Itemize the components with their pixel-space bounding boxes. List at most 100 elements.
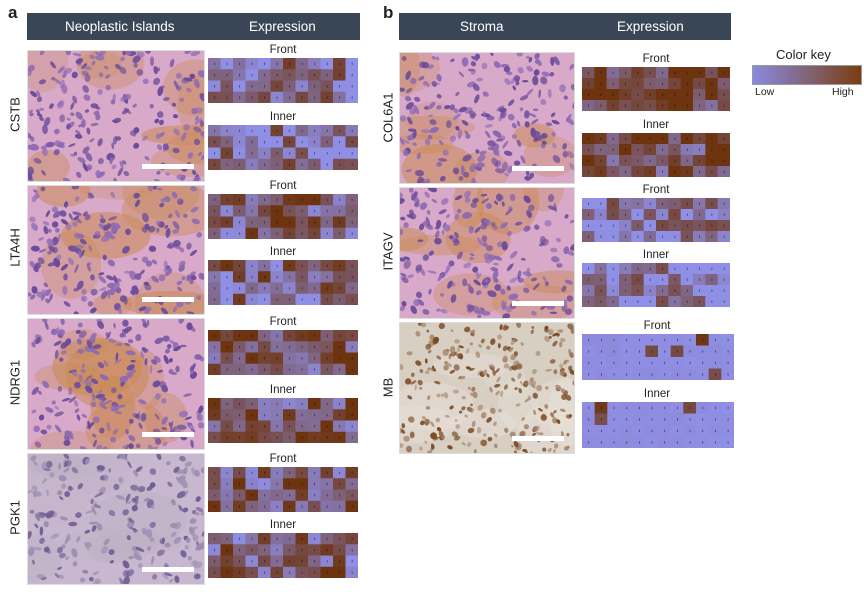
heatmap-cell-marker (289, 482, 291, 486)
tissue-nucleus (110, 404, 117, 412)
tissue-nucleus (421, 61, 430, 69)
heatmap-cell-marker (689, 350, 691, 353)
tissue-nucleus (87, 301, 94, 307)
tissue-nucleus (95, 393, 105, 399)
tissue-nucleus (545, 122, 553, 127)
heatmap-cell-marker (326, 129, 328, 133)
heatmap-cell-marker (612, 289, 614, 292)
tissue-nucleus (450, 58, 455, 63)
tissue-nucleus (470, 403, 473, 407)
tissue-nucleus (154, 393, 161, 400)
tissue-stroma-patch (79, 51, 122, 79)
heatmap-label-inner: Inner (269, 111, 297, 123)
heatmap-cell-marker (651, 441, 653, 444)
heatmap-cell-marker (689, 338, 691, 342)
heatmap-cell-marker (639, 361, 640, 365)
heatmap-cell-marker (264, 537, 266, 541)
heatmap-cell-marker (674, 82, 676, 85)
tissue-nucleus (463, 262, 472, 269)
heatmap-cell-marker (251, 482, 253, 486)
tissue-nucleus (400, 305, 406, 312)
heatmap-cell-marker (289, 209, 291, 213)
tissue-nucleus (170, 420, 174, 431)
heatmap-cell-marker (649, 137, 651, 140)
gene-label-ndrg1: NDRG1 (7, 359, 23, 406)
heatmap-cell-marker (276, 232, 278, 235)
heatmap-cell-marker (301, 334, 303, 338)
heatmap-cell-marker (339, 436, 341, 439)
heatmap-cell-marker (251, 436, 253, 439)
heatmap-cell-marker (637, 170, 639, 173)
tissue-nucleus (427, 270, 437, 274)
tissue-nucleus (108, 510, 116, 517)
heatmap-cell-marker (699, 224, 700, 227)
heatmap-cell-marker (723, 71, 725, 74)
heatmap-cell-marker (339, 152, 341, 155)
tissue-nucleus (109, 156, 113, 165)
tissue-nucleus (515, 403, 521, 407)
tissue-nucleus (528, 57, 533, 63)
heatmap-cell-marker (351, 96, 353, 99)
heatmap-cell-marker (239, 264, 241, 268)
heatmap-cell-marker (637, 137, 639, 140)
tissue-nucleus (151, 359, 158, 365)
tissue-nucleus (172, 229, 180, 234)
tissue-nucleus (405, 70, 411, 80)
tissue-nucleus (405, 102, 414, 110)
tissue-nucleus (110, 436, 117, 443)
tissue-nucleus (90, 274, 95, 281)
heatmap-cell-marker (314, 560, 316, 563)
heatmap-cell-marker (251, 368, 253, 371)
scale-bar (512, 166, 564, 171)
heatmap-cell-marker (588, 350, 590, 353)
heatmap-cell-marker (626, 338, 628, 342)
tissue-nucleus (34, 523, 39, 529)
heatmap-cell-marker (702, 406, 704, 410)
tissue-nucleus (482, 369, 487, 376)
heatmap-cell-marker (637, 224, 639, 227)
heatmap-cell-marker (637, 82, 639, 85)
tissue-nucleus (464, 414, 469, 418)
heatmap-cell-marker (723, 267, 725, 270)
tissue-nucleus (454, 419, 458, 422)
tissue-nucleus (63, 273, 68, 281)
tissue-nucleus (68, 521, 78, 527)
heatmap-cell-marker (314, 571, 316, 574)
tissue-nucleus (173, 239, 181, 247)
heatmap-cell-marker (276, 402, 278, 406)
tissue-nucleus (413, 299, 420, 307)
tissue-nucleus (155, 220, 161, 226)
tissue-nucleus (157, 369, 164, 373)
heatmap-cell-marker (301, 140, 303, 144)
heatmap-cell-marker (251, 96, 253, 99)
heatmap-cell-marker (251, 345, 253, 349)
heatmap-cell-marker (214, 287, 216, 290)
tissue-nucleus (43, 521, 49, 528)
heatmap-cell-marker (239, 436, 241, 439)
tissue-nucleus (564, 446, 569, 451)
tissue-nucleus (154, 413, 160, 420)
tissue-nucleus (485, 130, 491, 139)
heatmap-cell-marker (251, 221, 253, 224)
heatmap-cell-marker (214, 85, 216, 88)
heatmap-cell-marker (314, 62, 316, 66)
tissue-nucleus (473, 448, 477, 453)
tissue-nucleus (111, 387, 117, 393)
tissue-nucleus (115, 342, 123, 347)
tissue-nucleus (28, 490, 33, 495)
heatmap-cell-marker (239, 345, 241, 349)
heatmap-cell-marker (727, 338, 729, 342)
heatmap-cell-marker (715, 361, 716, 365)
heatmap-cell-marker (588, 82, 589, 85)
tissue-nucleus (178, 260, 186, 267)
tissue-nucleus (407, 274, 415, 279)
heatmap-cell-marker (314, 548, 316, 552)
heatmap-cell-marker (301, 505, 303, 508)
heatmap-cell-marker (699, 82, 700, 85)
tissue-nucleus (434, 380, 441, 385)
tissue-nucleus (472, 83, 480, 92)
heatmap-cell-marker (264, 232, 266, 235)
tissue-nucleus (113, 483, 120, 491)
tissue-nucleus (555, 384, 562, 391)
tissue-nucleus (130, 484, 139, 491)
